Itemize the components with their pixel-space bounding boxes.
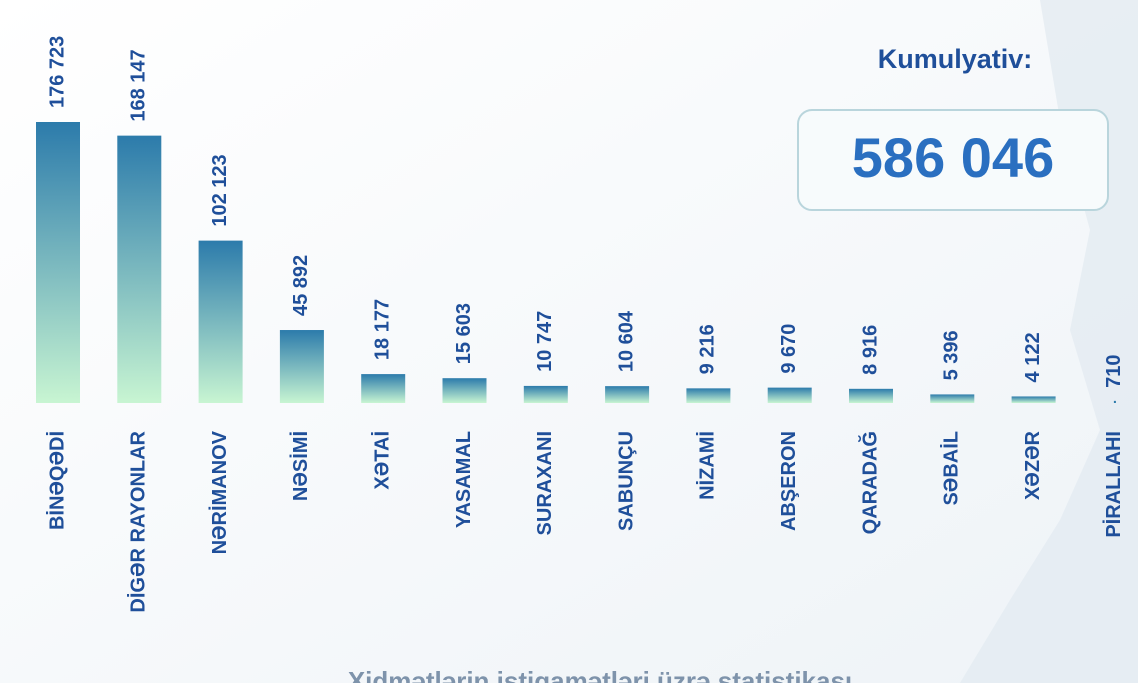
cumulative-title: Kumulyativ: bbox=[878, 44, 1033, 74]
category-label: NƏSİMİ bbox=[289, 431, 312, 501]
bar bbox=[523, 385, 568, 403]
value-label: 45 892 bbox=[290, 255, 312, 316]
bar bbox=[605, 386, 650, 403]
value-label: 710 bbox=[1103, 354, 1125, 387]
bar bbox=[1011, 396, 1056, 403]
category-label: PİRALLAHI bbox=[1102, 431, 1125, 538]
category-label: DİGƏR RAYONLAR bbox=[127, 430, 150, 612]
value-label: 9 216 bbox=[697, 324, 719, 374]
value-label: 18 177 bbox=[371, 299, 393, 360]
bar bbox=[686, 388, 731, 403]
category-label: NİZAMİ bbox=[696, 431, 719, 500]
bar bbox=[117, 135, 162, 403]
bar bbox=[442, 378, 487, 403]
bar bbox=[1113, 400, 1116, 403]
value-label: 168 147 bbox=[128, 49, 150, 121]
cumulative-box bbox=[797, 109, 1109, 211]
category-label: XƏTAİ bbox=[370, 431, 393, 490]
cumulative-value: 586 046 bbox=[852, 126, 1054, 189]
chart-title: Xidmətlərin istiqamətləri üzrə statistik… bbox=[348, 666, 852, 683]
bar bbox=[767, 387, 812, 403]
category-label: SURAXANI bbox=[534, 431, 556, 535]
value-label: 10 604 bbox=[615, 310, 637, 372]
category-label: SƏBAİL bbox=[940, 431, 963, 506]
category-label: BİNƏQƏDİ bbox=[45, 431, 68, 530]
category-label: XƏZƏR bbox=[1022, 430, 1044, 500]
bar bbox=[930, 394, 975, 403]
value-label: 5 396 bbox=[941, 330, 963, 380]
bar bbox=[36, 122, 80, 403]
value-label: 4 122 bbox=[1022, 332, 1044, 382]
value-label: 9 670 bbox=[778, 324, 800, 374]
value-label: 15 603 bbox=[453, 303, 475, 364]
category-label: YASAMAL bbox=[453, 431, 475, 528]
bar bbox=[849, 388, 893, 403]
bar bbox=[279, 330, 324, 403]
category-label: ABŞERON bbox=[778, 431, 800, 531]
category-label: NƏRİMANOV bbox=[208, 430, 231, 554]
bar bbox=[361, 374, 406, 403]
bar bbox=[198, 240, 243, 403]
category-label: SABUNÇU bbox=[615, 431, 637, 531]
value-label: 8 916 bbox=[859, 325, 881, 375]
category-label: QARADAĞ bbox=[857, 431, 881, 534]
value-label: 102 123 bbox=[209, 154, 231, 226]
value-label: 10 747 bbox=[534, 311, 556, 372]
value-label: 176 723 bbox=[46, 36, 68, 108]
